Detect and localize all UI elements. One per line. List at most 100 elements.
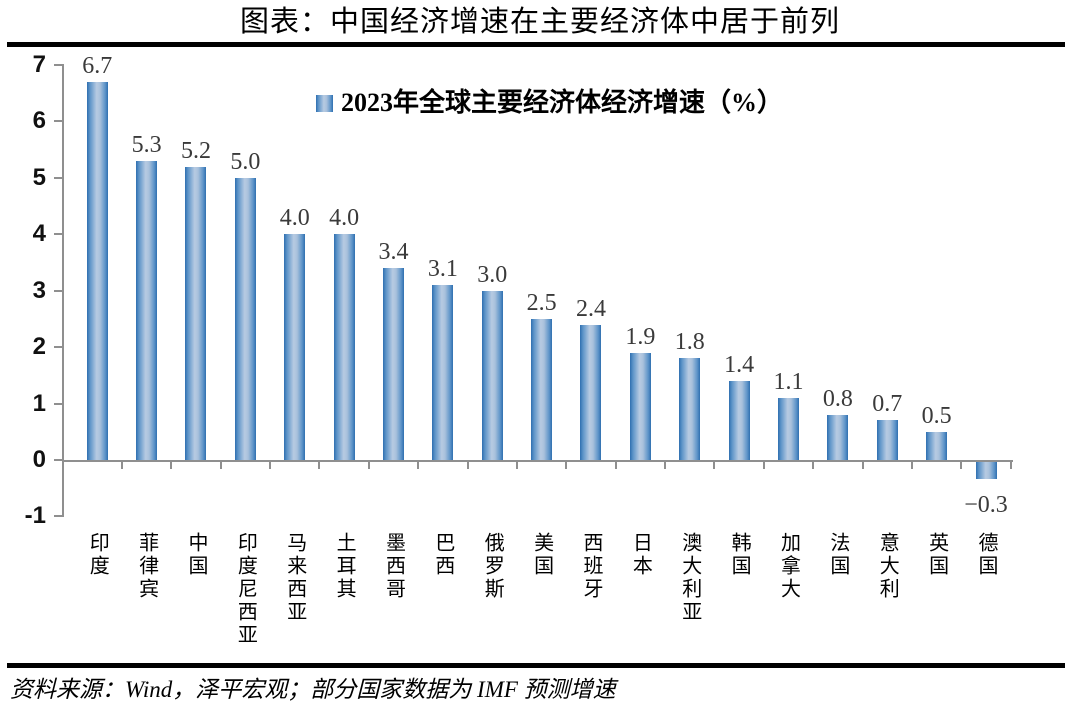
- bar: [778, 397, 799, 460]
- chart-legend: 2023年全球主要经济体经济增速（%）: [316, 86, 783, 120]
- x-tick: [812, 460, 815, 469]
- x-tick: [318, 460, 321, 469]
- bar: [432, 285, 454, 460]
- bar-value-label: 0.5: [921, 402, 952, 429]
- x-category-label: 印度: [86, 532, 109, 578]
- x-category-label: 西班牙: [579, 532, 602, 601]
- x-tick: [960, 460, 963, 469]
- bar-value-label: 5.2: [180, 137, 211, 164]
- x-category-label: 英国: [925, 532, 948, 578]
- x-tick: [713, 460, 716, 469]
- x-axis-line: [62, 460, 1013, 462]
- bar: [827, 414, 849, 460]
- x-tick: [219, 460, 222, 469]
- bar-value-label: 3.4: [378, 239, 409, 266]
- x-tick: [269, 460, 272, 469]
- x-category-label: 德国: [975, 532, 998, 578]
- x-category-label: 韩国: [728, 532, 751, 578]
- bar-value-label: 1.8: [674, 329, 705, 356]
- x-category-label: 中国: [184, 532, 207, 578]
- x-tick: [910, 460, 913, 469]
- bar: [481, 290, 503, 460]
- y-tick: [54, 515, 62, 518]
- y-tick-label: 4: [32, 220, 46, 248]
- bar-value-label: 5.0: [230, 148, 261, 175]
- bar-value-label: 1.1: [773, 368, 804, 395]
- y-tick-label: 3: [32, 276, 46, 304]
- bar-value-label: 2.4: [575, 295, 606, 322]
- x-tick: [367, 460, 370, 469]
- y-tick: [54, 346, 62, 349]
- x-tick: [417, 460, 420, 469]
- x-category-label: 土耳其: [333, 532, 356, 601]
- bar: [728, 380, 750, 460]
- x-tick: [1009, 460, 1012, 469]
- x-tick: [515, 460, 518, 469]
- x-category-label: 马来西亚: [283, 532, 306, 624]
- x-tick: [170, 460, 173, 469]
- y-tick-label: -1: [24, 502, 46, 530]
- x-tick: [614, 460, 617, 469]
- bar-value-label: 5.3: [131, 131, 162, 158]
- x-category-label: 墨西哥: [382, 532, 405, 601]
- y-tick: [54, 176, 62, 179]
- bar: [876, 420, 898, 460]
- y-tick-label: 1: [32, 389, 46, 417]
- bar-value-label: 0.7: [872, 391, 903, 418]
- bar: [926, 431, 948, 460]
- bar: [382, 268, 404, 460]
- y-tick: [54, 120, 62, 123]
- x-category-label: 意大利: [876, 532, 899, 601]
- bar-value-label: −0.3: [964, 491, 1008, 518]
- x-tick: [120, 460, 123, 469]
- x-category-label: 美国: [530, 532, 553, 578]
- bar-value-label: 1.4: [724, 351, 755, 378]
- x-tick: [762, 460, 765, 469]
- bar-value-label: 4.0: [329, 205, 360, 232]
- y-tick: [54, 63, 62, 66]
- y-tick-label: 0: [32, 446, 46, 473]
- bar-value-label: 3.0: [477, 261, 508, 288]
- bar: [284, 234, 306, 460]
- y-tick: [54, 289, 62, 292]
- top-divider: [7, 42, 1065, 47]
- x-category-label: 法国: [826, 532, 849, 578]
- source-note: 资料来源：Wind，泽平宏观；部分国家数据为 IMF 预测增速: [10, 677, 616, 702]
- bar: [234, 177, 256, 460]
- x-category-label: 澳大利亚: [678, 532, 701, 624]
- bar: [86, 81, 108, 460]
- bottom-divider: [7, 663, 1065, 668]
- x-category-label: 加拿大: [777, 532, 800, 601]
- bar: [629, 352, 651, 460]
- y-tick-label: 7: [32, 50, 46, 78]
- y-tick-label: 6: [32, 107, 46, 135]
- bar-value-label: 4.0: [279, 205, 310, 232]
- y-tick-label: 2: [32, 333, 46, 361]
- y-tick: [54, 402, 62, 405]
- bar: [975, 462, 997, 479]
- x-category-label: 巴西: [431, 532, 454, 578]
- x-category-label: 菲律宾: [135, 532, 158, 601]
- y-tick: [54, 459, 62, 461]
- y-tick: [54, 233, 62, 236]
- x-tick: [466, 460, 469, 469]
- x-category-label: 俄罗斯: [481, 532, 504, 601]
- y-axis-line: [62, 64, 64, 517]
- x-tick: [861, 460, 864, 469]
- bar: [531, 318, 553, 460]
- bar: [580, 324, 602, 460]
- bar: [679, 358, 701, 460]
- bar: [333, 234, 355, 460]
- bar: [136, 160, 158, 460]
- bar-value-label: 6.7: [82, 52, 113, 79]
- legend-swatch-icon: [316, 94, 333, 112]
- bar-value-label: 1.9: [625, 323, 656, 350]
- x-tick: [664, 460, 667, 469]
- x-category-label: 日本: [629, 532, 652, 578]
- bar-value-label: 0.8: [822, 385, 853, 412]
- x-category-label: 印度尼西亚: [234, 532, 257, 647]
- legend-label: 2023年全球主要经济体经济增速（%）: [341, 88, 784, 117]
- bar: [185, 166, 207, 460]
